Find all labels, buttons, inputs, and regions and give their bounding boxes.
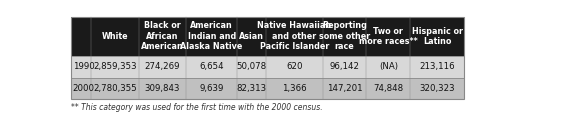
- Text: Reporting
some other
race: Reporting some other race: [319, 21, 370, 51]
- Text: 9,639: 9,639: [200, 84, 224, 93]
- Text: 82,313: 82,313: [237, 84, 267, 93]
- Text: ** This category was used for the first time with the 2000 census.: ** This category was used for the first …: [72, 103, 323, 112]
- Bar: [70, 17, 464, 99]
- Text: 50,078: 50,078: [237, 62, 267, 71]
- Text: 6,654: 6,654: [199, 62, 224, 71]
- Text: 147,201: 147,201: [327, 84, 363, 93]
- Text: 309,843: 309,843: [144, 84, 180, 93]
- Text: Two or
more races**: Two or more races**: [359, 27, 418, 46]
- Text: 74,848: 74,848: [373, 84, 403, 93]
- Bar: [70, 17, 464, 55]
- Text: American
Indian and
Alaska Native: American Indian and Alaska Native: [180, 21, 243, 51]
- Text: 1,366: 1,366: [282, 84, 307, 93]
- Text: 1990: 1990: [73, 62, 94, 71]
- Text: Black or
African
American: Black or African American: [141, 21, 184, 51]
- Text: Hispanic or
Latino: Hispanic or Latino: [412, 27, 462, 46]
- Text: Asian: Asian: [239, 32, 264, 41]
- Text: 96,142: 96,142: [329, 62, 360, 71]
- Text: 2,780,355: 2,780,355: [93, 84, 137, 93]
- Text: 620: 620: [286, 62, 302, 71]
- Text: 2000: 2000: [73, 84, 95, 93]
- Bar: [70, 55, 464, 77]
- Text: White: White: [102, 32, 129, 41]
- Bar: [70, 77, 464, 99]
- Text: 320,323: 320,323: [419, 84, 455, 93]
- Text: 213,116: 213,116: [419, 62, 455, 71]
- Text: 2,859,353: 2,859,353: [93, 62, 137, 71]
- Text: Native Hawaiian
and other
Pacific Islander: Native Hawaiian and other Pacific Island…: [257, 21, 332, 51]
- Text: 274,269: 274,269: [144, 62, 180, 71]
- Text: (NA): (NA): [379, 62, 398, 71]
